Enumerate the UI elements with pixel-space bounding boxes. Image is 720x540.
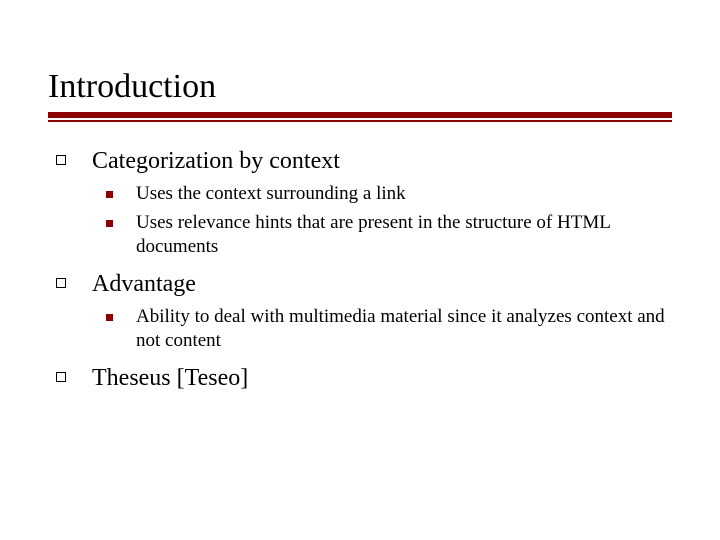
list-item: Categorization by context [56, 146, 672, 176]
title-rule-thin [48, 120, 672, 122]
list-item-label: Theseus [Teseo] [92, 363, 248, 393]
list-subitem-label: Uses the context surrounding a link [136, 182, 406, 206]
square-fill-bullet-icon [106, 182, 136, 207]
square-open-bullet-icon [56, 269, 92, 299]
square-fill-bullet-icon [106, 211, 136, 236]
title-rule-thick [48, 112, 672, 118]
square-open-bullet-icon [56, 146, 92, 176]
list-item: Theseus [Teseo] [56, 363, 672, 393]
slide-title: Introduction [48, 68, 672, 106]
square-open-bullet-icon [56, 363, 92, 393]
list-item-label: Categorization by context [92, 146, 340, 176]
list-item-label: Advantage [92, 269, 196, 299]
list-subitem-label: Ability to deal with multimedia material… [136, 305, 672, 353]
list-item: Advantage [56, 269, 672, 299]
slide-content: Categorization by context Uses the conte… [48, 146, 672, 393]
square-fill-bullet-icon [106, 305, 136, 330]
list-subitem: Uses relevance hints that are present in… [106, 211, 672, 259]
list-subitem: Ability to deal with multimedia material… [106, 305, 672, 353]
list-subitem: Uses the context surrounding a link [106, 182, 672, 207]
slide: Introduction Categorization by context U… [0, 0, 720, 540]
list-subitem-label: Uses relevance hints that are present in… [136, 211, 672, 259]
